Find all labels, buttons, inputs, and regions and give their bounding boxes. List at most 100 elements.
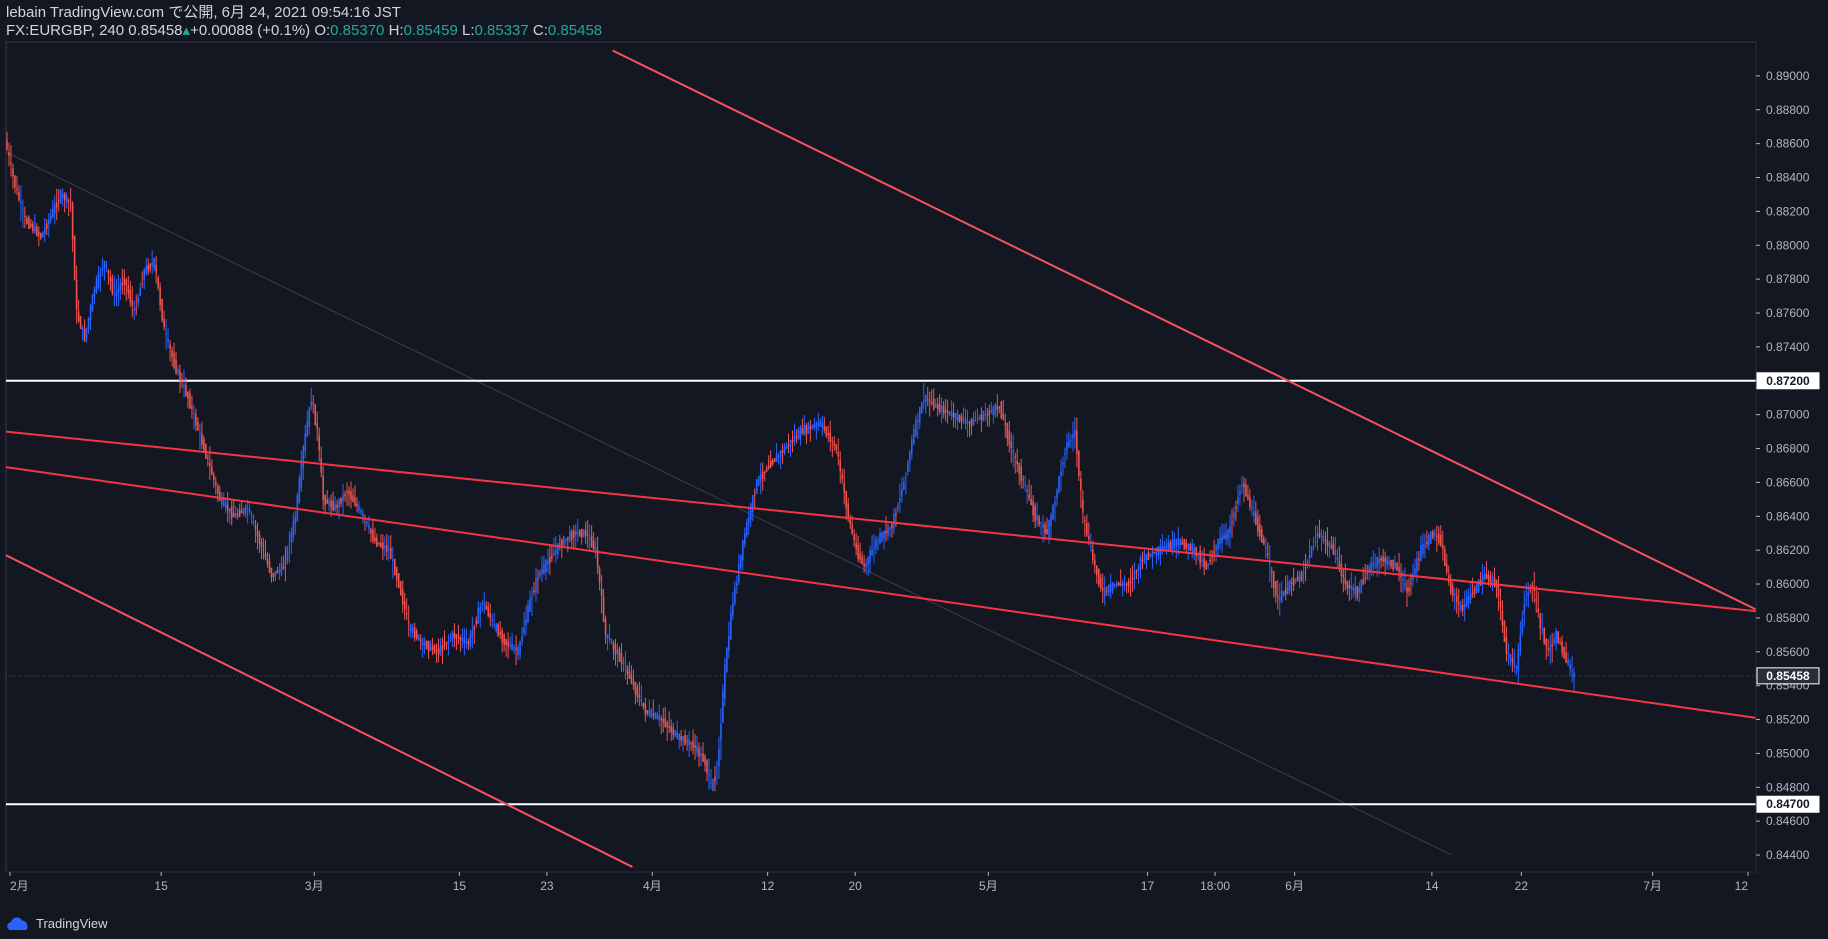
candle-body <box>302 445 305 469</box>
candle-body <box>16 188 18 191</box>
candle-body <box>1406 587 1408 593</box>
candle-body <box>1217 538 1219 550</box>
price-change: +0.00088 (+0.1%) <box>190 22 311 39</box>
candle-body <box>501 629 503 643</box>
candle-body <box>49 215 52 221</box>
price-label-box-0 <box>1756 372 1820 390</box>
candle-body <box>1491 580 1494 582</box>
candle-body <box>574 530 577 536</box>
candle-body <box>1137 566 1140 570</box>
candle-body <box>322 476 324 500</box>
candle-body <box>1372 563 1374 567</box>
candle-body <box>614 644 617 654</box>
candle-body <box>405 613 408 615</box>
candle-body <box>789 439 792 447</box>
candle-body <box>775 454 778 462</box>
candle-body <box>576 532 579 534</box>
candle-body <box>374 537 376 542</box>
candle-body <box>1296 576 1299 582</box>
open-value: 0.85370 <box>330 22 385 39</box>
candle-body <box>539 572 541 576</box>
candle-body <box>63 193 66 201</box>
tradingview-logo[interactable]: TradingView <box>6 916 108 931</box>
candle-body <box>791 440 794 442</box>
candle-body <box>481 603 484 605</box>
candle-body <box>1062 462 1064 465</box>
candle-body <box>694 745 696 748</box>
candle-body <box>1066 442 1068 451</box>
candle-body <box>610 642 613 644</box>
high-value: 0.85459 <box>403 22 458 39</box>
candle-body <box>1239 491 1241 496</box>
candle-body <box>761 471 764 479</box>
candle-body <box>308 406 311 427</box>
candle-body <box>561 539 563 547</box>
candle-body <box>855 542 857 550</box>
candle-body <box>1171 539 1174 550</box>
open-label: O: <box>314 22 331 39</box>
candle-body <box>1537 608 1540 613</box>
candle-body <box>1565 652 1567 664</box>
x-tick-label-0: 2月 <box>10 879 29 893</box>
candle-body <box>600 589 603 597</box>
candle-body <box>1010 441 1013 449</box>
candle-body <box>1237 497 1239 504</box>
candle-body <box>1036 515 1038 521</box>
candle-body <box>270 567 273 578</box>
candle-body <box>1235 506 1237 509</box>
candle-body <box>706 759 708 773</box>
candle-body <box>312 402 315 405</box>
y-tick-label-23: 0.84400 <box>1766 848 1810 862</box>
candle-body <box>1495 579 1498 588</box>
candle-body <box>1088 536 1090 539</box>
candle-body <box>1040 522 1042 524</box>
candle-body <box>1091 549 1094 560</box>
y-tick-label-5: 0.88000 <box>1766 238 1810 252</box>
candle-body <box>568 531 571 543</box>
candle-body <box>1290 582 1293 584</box>
y-tick-label-1: 0.88800 <box>1766 103 1810 117</box>
candle-body <box>207 457 209 459</box>
close-label: C: <box>532 22 548 39</box>
candle-body <box>489 613 492 619</box>
candle-body <box>1394 562 1396 569</box>
candle-body <box>34 226 36 233</box>
candle-body <box>698 747 700 757</box>
candle-body <box>875 539 877 549</box>
candle-body <box>843 483 846 493</box>
plot-area <box>6 42 1756 872</box>
candle-body <box>1358 588 1361 593</box>
candle-body <box>197 422 199 431</box>
candle-body <box>1567 659 1569 665</box>
candle-body <box>1165 546 1168 549</box>
candle-body <box>940 405 943 413</box>
candle-body <box>976 418 979 420</box>
x-tick-label-6: 12 <box>761 879 775 893</box>
candle-body <box>903 481 905 490</box>
candle-body <box>1123 584 1126 586</box>
candle-body <box>139 287 142 296</box>
candle-body <box>1189 543 1192 552</box>
candle-body <box>354 497 356 507</box>
candle-body <box>1261 529 1263 543</box>
candle-body <box>1511 657 1514 663</box>
candle-body <box>1012 450 1015 453</box>
candle-body <box>1300 572 1303 581</box>
candle-body <box>1553 639 1555 644</box>
candle-body <box>662 718 665 723</box>
candle-body <box>1557 631 1559 644</box>
candle-body <box>1302 572 1305 574</box>
candle-body <box>1103 586 1106 597</box>
candle-body <box>1414 568 1416 575</box>
candle-body <box>220 496 223 505</box>
candle-body <box>1426 542 1428 545</box>
candle-body <box>740 554 742 569</box>
candle-body <box>75 279 78 310</box>
candle-body <box>45 223 48 229</box>
candle-body <box>1249 496 1251 508</box>
candle-body <box>638 695 641 698</box>
candle-body <box>1265 546 1267 549</box>
candle-body <box>602 596 605 623</box>
candle-body <box>1461 604 1464 612</box>
